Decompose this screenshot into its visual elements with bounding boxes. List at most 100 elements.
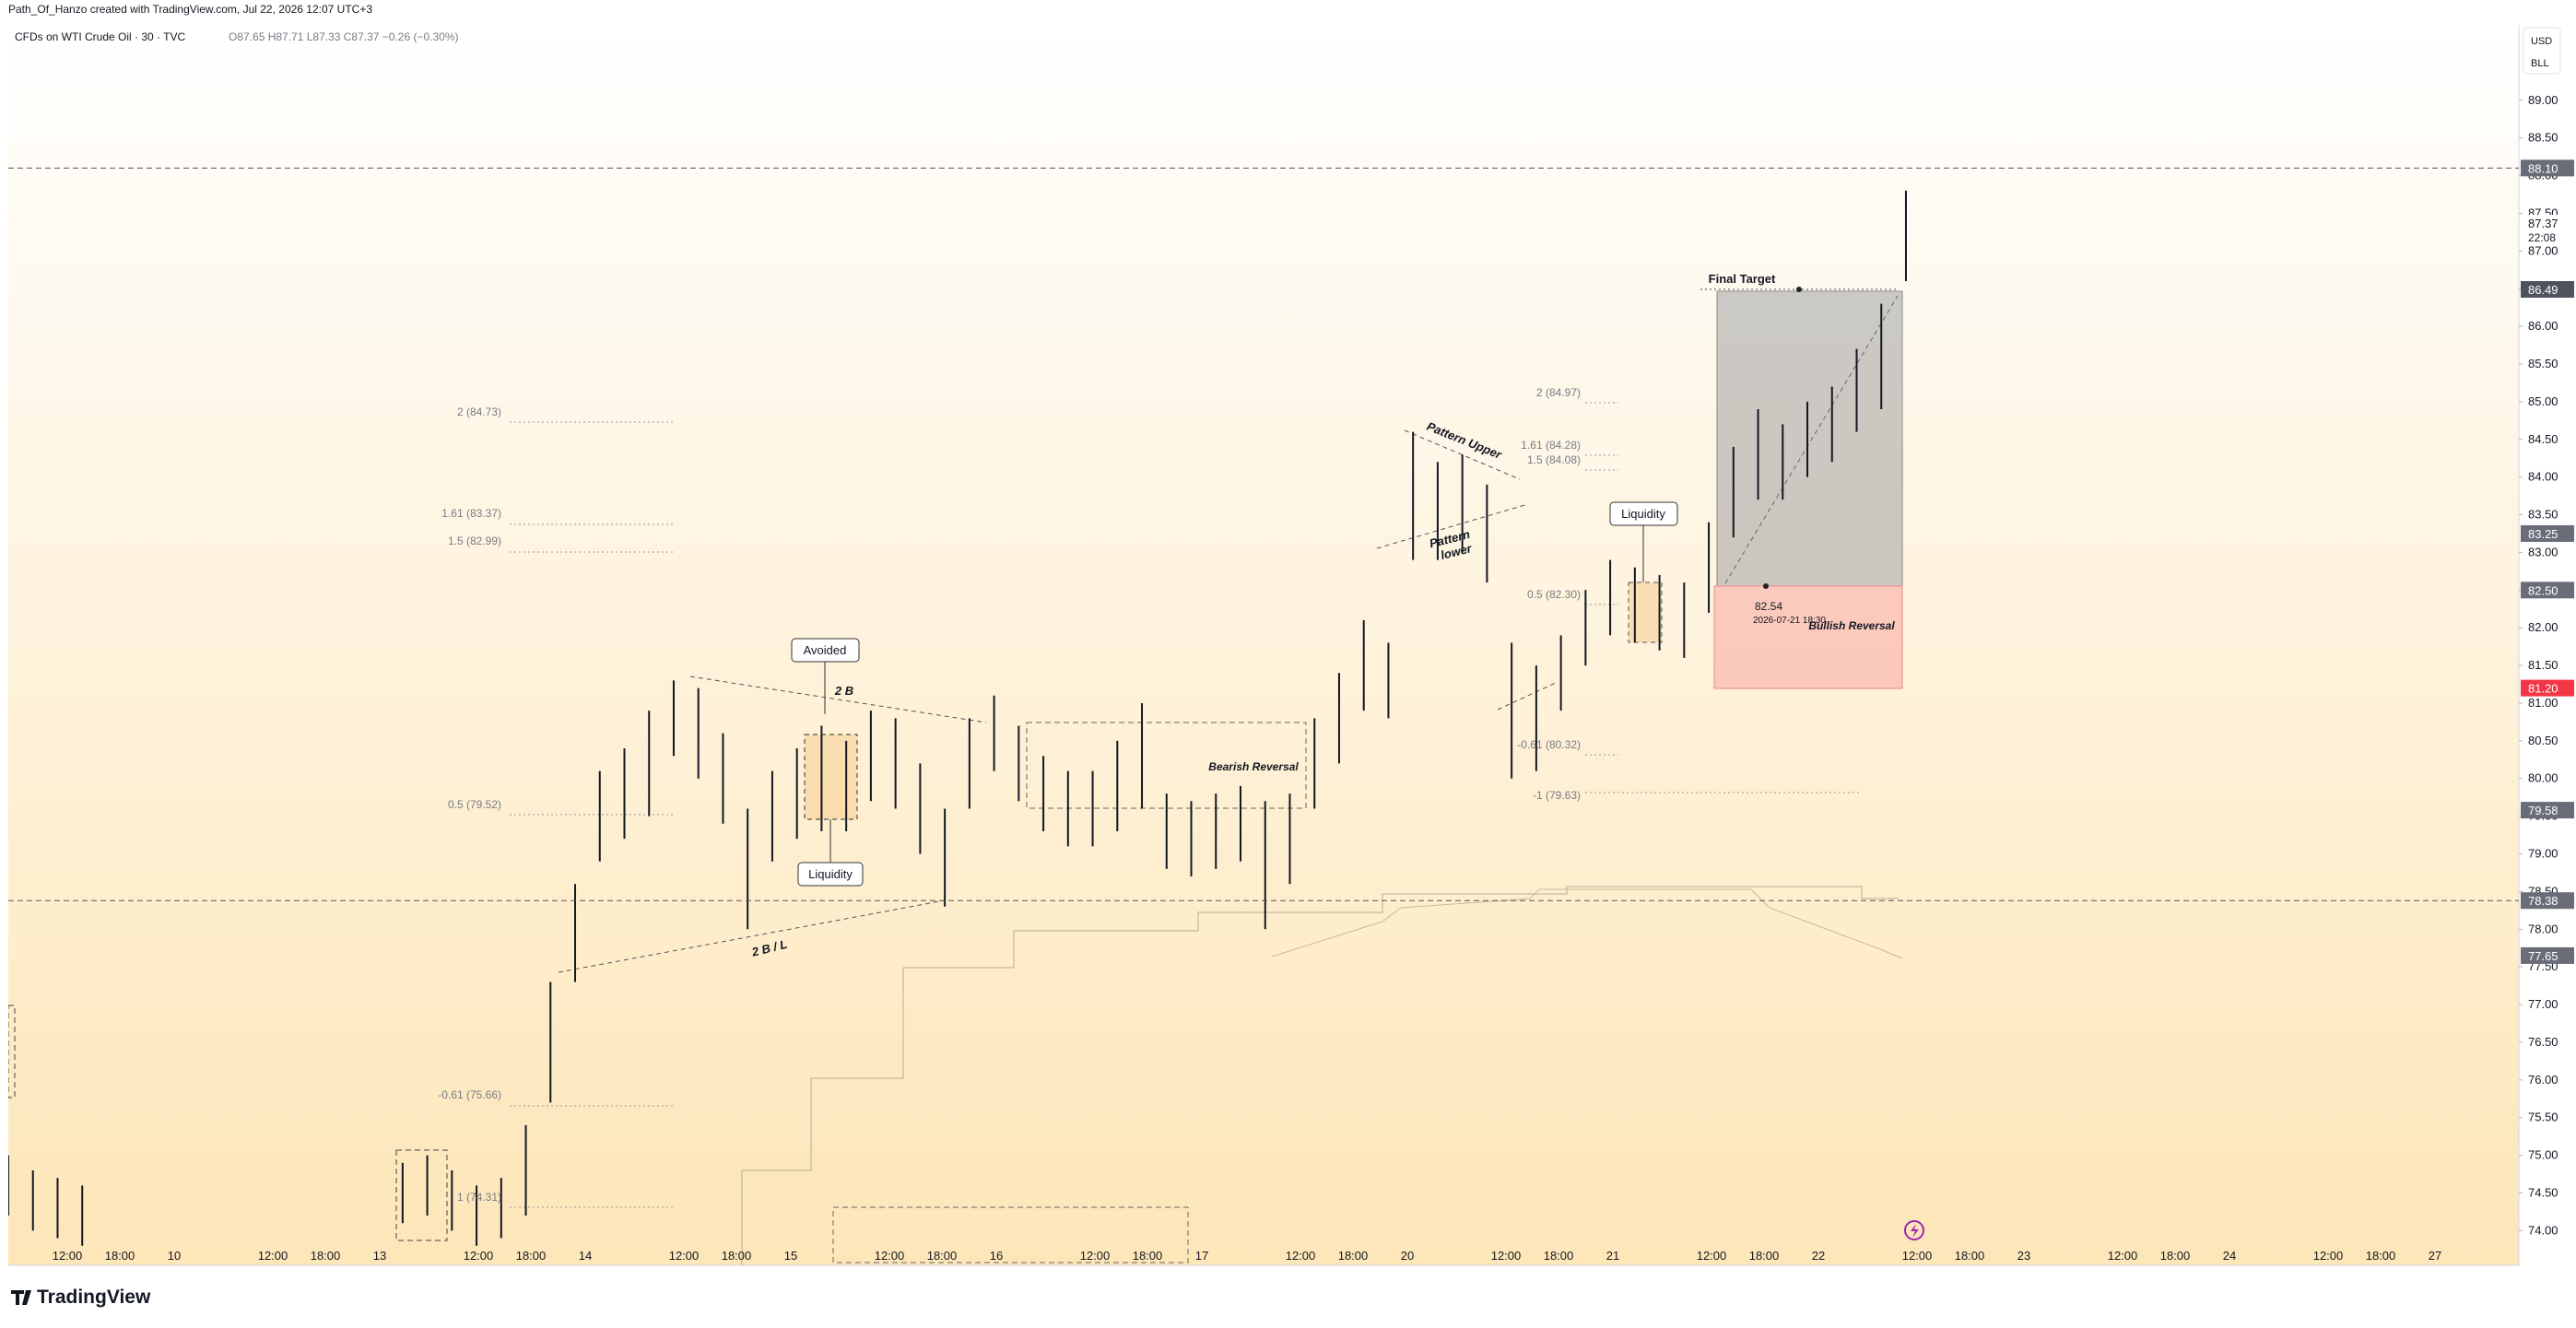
bottom-box [832, 1206, 1189, 1263]
price-label-box [2521, 159, 2574, 177]
annotation: Liquidity [808, 867, 853, 881]
profile-line [1271, 888, 1903, 959]
fib-label: 2 (84.97) [1536, 386, 1581, 399]
y-tick-label: 84.00 [2528, 470, 2558, 484]
y-tick-label: 74.00 [2528, 1223, 2558, 1237]
fib-label: 1.5 (82.99) [448, 535, 501, 547]
y-tick-label: 83.50 [2528, 508, 2558, 522]
x-tick-label: 18:00 [311, 1249, 341, 1263]
annotation: Final Target [1709, 272, 1776, 286]
y-tick-label: 81.50 [2528, 658, 2558, 672]
y-tick-label: 77.00 [2528, 997, 2558, 1011]
annotation: 82.54 [1755, 600, 1782, 613]
price-label-box [2521, 524, 2574, 542]
y-tick-label: 88.50 [2528, 131, 2558, 145]
price-label: 77.65 [2528, 949, 2558, 963]
price-label: 78.38 [2528, 894, 2558, 908]
x-tick-label: 12:00 [2108, 1249, 2138, 1263]
price-axis-background [2519, 25, 2576, 1265]
price-label-box [2521, 679, 2574, 697]
y-tick-label: 80.00 [2528, 771, 2558, 785]
x-tick-label: 21 [1606, 1249, 1619, 1263]
y-tick-label: 86.00 [2528, 319, 2558, 333]
price-label: 88.10 [2528, 161, 2558, 175]
y-tick-label: 78.00 [2528, 922, 2558, 935]
trend-short [1497, 681, 1559, 711]
x-tick-label: 12:00 [1080, 1249, 1111, 1263]
x-tick-label: 18:00 [1749, 1249, 1780, 1263]
x-tick-label: 24 [2223, 1249, 2236, 1263]
y-tick-label: 75.00 [2528, 1148, 2558, 1162]
x-tick-label: 12:00 [1902, 1249, 1933, 1263]
price-label: 81.20 [2528, 682, 2558, 696]
x-tick-label: 12:00 [258, 1249, 288, 1263]
x-tick-label: 20 [1401, 1249, 1414, 1263]
currency-box[interactable] [2523, 27, 2561, 75]
x-tick-label: 18:00 [2160, 1249, 2191, 1263]
event-icon[interactable] [1904, 1220, 1924, 1240]
x-tick-label: 18:00 [2366, 1249, 2396, 1263]
y-tick-label: 79.00 [2528, 847, 2558, 861]
annotation: Bearish Reversal [1208, 760, 1299, 773]
annotation: Liquidity [1621, 507, 1665, 521]
fib-label: 1 (74.31) [457, 1191, 501, 1204]
price-label-box [2521, 582, 2574, 599]
x-tick-label: 12:00 [2313, 1249, 2344, 1263]
price-label: 87.37 [2528, 217, 2558, 230]
x-tick-label: 18:00 [1955, 1249, 1985, 1263]
liquidity-zone-right [1628, 582, 1663, 643]
unit[interactable]: BLL [2531, 58, 2549, 69]
x-tick-label: 27 [2429, 1249, 2441, 1263]
entry-dot [1763, 583, 1769, 589]
author-line: Path_Of_Hanzo created with TradingView.c… [8, 3, 372, 16]
fib-label: 1.61 (83.37) [441, 507, 501, 520]
y-tick-label: 87.00 [2528, 243, 2558, 257]
x-tick-label: 12:00 [464, 1249, 494, 1263]
drawings: 2 (84.73) 1.61 (83.37) 1.5 (82.99) 0.5 (… [8, 190, 1924, 1265]
countdown: 22:08 [2528, 231, 2556, 244]
x-tick-label: 18:00 [927, 1249, 958, 1263]
plot-background [8, 25, 2519, 1265]
x-tick-label: 18:00 [1544, 1249, 1574, 1263]
fib-label: 1.5 (84.08) [1527, 453, 1581, 466]
x-tick-label: 12:00 [53, 1249, 83, 1263]
price-label: 79.58 [2528, 804, 2558, 817]
y-tick-label: 89.00 [2528, 93, 2558, 107]
y-tick-label: 84.50 [2528, 432, 2558, 446]
price-label-box [2521, 946, 2574, 964]
y-tick-label: 75.50 [2528, 1111, 2558, 1124]
logo-text: TradingView [37, 1287, 151, 1308]
fib-label: 0.5 (82.30) [1527, 588, 1581, 601]
price-label-box [2521, 892, 2574, 910]
trend-upper [689, 676, 987, 723]
y-tick-label: 74.50 [2528, 1185, 2558, 1199]
ohlc: O87.65 H87.71 L87.33 C87.37 −0.26 (−0.30… [229, 30, 459, 43]
fib-label: -0.61 (75.66) [438, 1088, 501, 1101]
edge-box [8, 1005, 16, 1099]
currency[interactable]: USD [2531, 36, 2552, 47]
x-tick-label: 14 [579, 1249, 592, 1263]
annotation: 2026-07-21 18:30 [1753, 616, 1826, 626]
x-tick-label: 12:00 [875, 1249, 905, 1263]
target-zone [1716, 290, 1903, 587]
x-tick-label: 12:00 [1697, 1249, 1727, 1263]
x-tick-label: 18:00 [516, 1249, 547, 1263]
price-label-box [2521, 281, 2574, 299]
price-label: 82.50 [2528, 583, 2558, 597]
target-dot [1796, 287, 1802, 292]
y-tick-label: 85.50 [2528, 357, 2558, 370]
y-tick-label: 81.00 [2528, 696, 2558, 710]
y-tick-label: 82.00 [2528, 620, 2558, 634]
annotation: 2 B [834, 684, 853, 698]
bearish-box [1026, 722, 1307, 809]
bars [8, 190, 1907, 1246]
x-tick-label: 10 [168, 1249, 181, 1263]
logo: TradingView [11, 1287, 151, 1308]
range-box [395, 1149, 448, 1241]
fib-label: -1 (79.63) [1533, 789, 1581, 802]
fib-label: 0.5 (79.52) [448, 798, 501, 811]
x-tick-label: 18:00 [1338, 1249, 1369, 1263]
x-tick-label: 16 [990, 1249, 1003, 1263]
annotation: Avoided [804, 643, 847, 657]
